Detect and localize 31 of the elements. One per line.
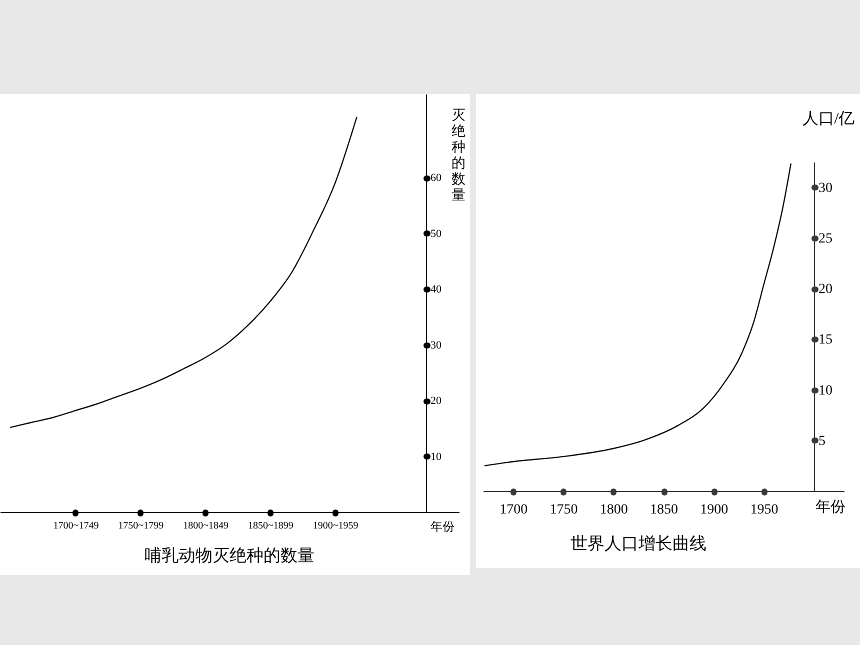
line-series (10, 116, 358, 428)
y-tick-label: 10 (430, 450, 442, 463)
x-axis-title: 年份 (816, 498, 846, 516)
text: 世界人口增长曲线 (570, 534, 706, 553)
x-tick-label: 1700~1749 (53, 520, 99, 532)
y-axis-title: 灭绝种的数量 (452, 108, 466, 204)
y-tick-label: 60 (430, 172, 442, 184)
x-tick-label: 1800 (600, 502, 628, 518)
x-tick-label: 1900~1959 (312, 520, 358, 532)
y-tick-label: 40 (430, 284, 442, 296)
x-tick-label: 1800~1849 (183, 520, 228, 532)
y-tick-label: 5 (818, 434, 826, 449)
x-tick-label: 1900 (700, 502, 728, 518)
x-tick-label: 1850~1899 (248, 520, 294, 532)
y-tick-label: 20 (818, 282, 832, 298)
y-tick-label: 30 (430, 339, 442, 352)
y-tick-label: 30 (818, 180, 832, 196)
y-axis-title: 人口/亿 (802, 110, 855, 128)
y-tick-label: 15 (818, 332, 832, 348)
y-tick-label: 10 (818, 383, 832, 398)
x-tick-label: 1850 (650, 502, 678, 518)
y-tick-label: 20 (430, 395, 442, 408)
text: 哺乳动物灭绝种的数量 (144, 546, 314, 565)
x-tick-label: 1950 (750, 502, 778, 518)
y-tick-label: 50 (430, 228, 442, 240)
x-tick-label: 1750~1799 (118, 520, 164, 532)
line-series (484, 163, 792, 466)
y-tick-label: 25 (818, 231, 832, 246)
x-tick-label: 1700 (500, 502, 528, 518)
x-tick-label: 1750 (550, 502, 578, 518)
x-axis-title: 年份 (430, 520, 454, 534)
